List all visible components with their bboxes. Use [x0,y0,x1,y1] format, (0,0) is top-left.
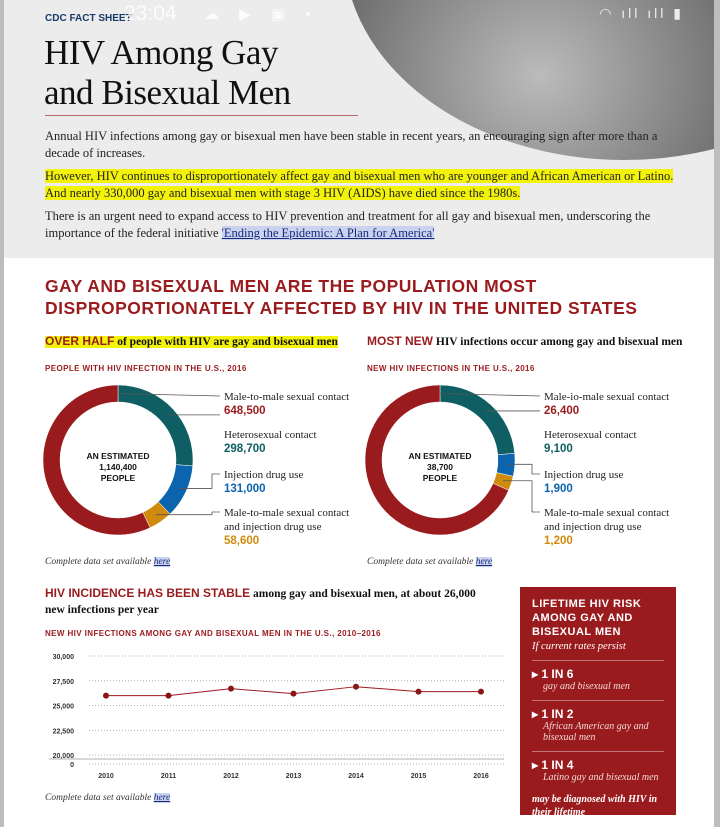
x-tick-label: 2016 [473,773,489,780]
donut1-title: OVER HALF of people with HIV are gay and… [45,334,338,348]
page-title: HIV Among Gay and Bisexual Men [44,33,291,112]
donut-chart-1 [42,384,221,536]
data-note: Complete data set available here [45,557,171,567]
risk-item: ▸ 1 IN 6 gay and bisexual men [532,660,664,692]
y-tick-label: 27,500 [53,679,75,686]
line-chart: 30,000 27,500 25,000 22,500 20,000 0 2010 2011 2… [49,654,504,780]
lifetime-risk-box: LIFETIME HIV RISK AMONG GAY AND BISEXUAL… [520,587,676,818]
section-heading: GAY AND BISEXUAL MEN ARE THE POPULATION … [45,276,638,318]
ending-epidemic-link[interactable]: 'Ending the Epidemic: A Plan for America… [221,226,435,240]
fact-sheet-page: CDC FACT SHEET HIV Among Gay and Bisexual… [4,0,714,827]
leader-line [439,393,541,397]
data-point [478,688,484,695]
y-tick-label: 25,000 [53,704,75,711]
kicker: CDC FACT SHEET [45,13,132,24]
donut2-title: MOST NEW HIV infections occur among gay … [367,334,683,348]
system-icons: ◠ ıll ıll ▮ [599,5,684,21]
x-tick-label: 2011 [161,773,176,780]
data-point [103,692,109,699]
donut1-center: AN ESTIMATED 1,140,400 PEOPLE [86,451,150,483]
y-tick-label: 30,000 [53,654,75,661]
clock: 23:04 [124,2,177,25]
risk-subtitle: If current rates persist [532,641,626,652]
data-note: Complete data set available here [367,557,493,567]
x-tick-label: 2010 [98,773,114,780]
data-link[interactable]: here [153,793,171,803]
risk-title: LIFETIME HIV RISK AMONG GAY AND BISEXUAL… [532,598,642,638]
donut-chart-2 [364,384,541,536]
risk-item: ▸ 1 IN 2 African American gay and bisexua… [532,700,664,743]
x-tick-label: 2015 [411,773,427,780]
notification-icons: ☁ ▶ ▣ • [204,6,319,23]
donut-slice [364,384,509,536]
donut2-center: AN ESTIMATED 38,700 PEOPLE [408,451,472,483]
intro-p1: Annual HIV infections among gay or bisex… [45,129,658,160]
data-point [353,683,359,690]
y-tick-label: 20,000 [53,753,75,760]
x-tick-label: 2013 [286,773,302,780]
data-point [165,692,172,699]
legend-item: Male-io-male sexual contact 26,400 [544,391,670,417]
leader-line [178,473,220,489]
donut-slice [42,384,151,536]
donut2-caption: NEW HIV INFECTIONS IN THE U.S., 2016 [367,364,535,373]
x-tick-label: 2012 [223,773,239,780]
legend-item: Injection drug use 131,000 [224,469,304,495]
risk-item: ▸ 1 IN 4 Latino gay and bisexual men [532,751,664,783]
leader-line [503,480,540,513]
leader-line [117,393,221,397]
donut1-caption: PEOPLE WITH HIV INFECTION IN THE U.S., 2… [45,364,247,373]
leader-line [155,511,220,516]
legend-item: Male-to-male sexual contact and injectio… [544,507,670,547]
intro-p3: There is an urgent need to expand access… [45,209,651,240]
data-link[interactable]: here [475,557,493,567]
hero: CDC FACT SHEET HIV Among Gay and Bisexual… [4,0,714,258]
data-point [228,685,234,692]
legend-item: Injection drug use 1,900 [544,469,624,495]
divider [45,115,358,116]
data-link[interactable]: here [153,557,171,567]
legend-item: Male-to-male sexual contact and injectio… [224,507,350,547]
data-point [415,688,422,695]
y-tick-label: 22,500 [53,728,75,735]
legend-item: Male-to-male sexual contact 648,500 [224,391,350,417]
data-point [290,690,297,697]
data-note: Complete data set available here [45,793,171,803]
line-caption: NEW HIV INFECTIONS AMONG GAY AND BISEXUA… [45,629,381,638]
status-bar: 23:04 ☁ ▶ ▣ • ◠ ıll ıll ▮ [4,2,714,28]
line-title: HIV INCIDENCE HAS BEEN STABLE among gay … [45,586,476,616]
risk-footer: may be diagnosed with HIV in their lifet… [532,794,658,818]
legend-item: Heterosexual contact 298,700 [224,429,317,455]
legend-item: Heterosexual contact 9,100 [544,429,637,455]
leader-line [506,463,540,475]
x-tick-label: 2014 [348,773,364,780]
y-tick-label: 0 [70,762,74,769]
